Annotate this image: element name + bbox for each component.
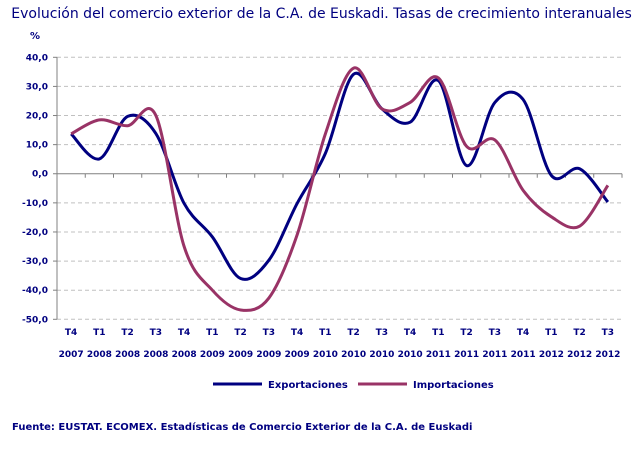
x-tick-label-year: 2010 [398,350,423,360]
x-tick-label-year: 2009 [256,350,281,360]
x-tick-label: T4 [178,328,190,338]
legend-label: Exportaciones [268,380,348,391]
x-tick-label: T4 [404,328,416,338]
x-tick-label-year: 2012 [539,350,564,360]
x-tick-label-year: 2008 [115,350,140,360]
x-tick-label-year: 2010 [341,350,366,360]
x-tick-label: T3 [489,328,501,338]
x-tick-label-year: 2008 [172,350,197,360]
x-tick-label: T2 [121,328,133,338]
x-tick-label: T1 [206,328,218,338]
x-tick-label-year: 2011 [511,350,536,360]
y-tick-label: 20,0 [26,112,48,122]
x-tick-label: T2 [460,328,472,338]
y-tick-label: 10,0 [26,141,48,151]
y-tick-label: -20,0 [22,228,48,238]
x-tick-label: T3 [376,328,388,338]
x-tick-label: T1 [432,328,444,338]
x-tick-label-year: 2009 [228,350,253,360]
x-tick-label: T2 [347,328,359,338]
x-tick-label-year: 2009 [200,350,225,360]
x-tick-label: T3 [150,328,162,338]
x-tick-label: T2 [234,328,246,338]
y-tick-label: -30,0 [22,257,48,267]
x-tick-label-year: 2012 [595,350,620,360]
x-tick-label-year: 2011 [426,350,451,360]
x-tick-label-year: 2011 [454,350,479,360]
y-tick-label: -50,0 [22,315,48,325]
x-tick-label-year: 2008 [87,350,112,360]
x-tick-label: T1 [545,328,557,338]
x-tick-label: T1 [93,328,105,338]
x-tick-label: T1 [319,328,331,338]
x-tick-label-year: 2007 [59,350,84,360]
x-tick-label-year: 2011 [482,350,507,360]
x-tick-label-year: 2008 [143,350,168,360]
x-tick-label: T3 [602,328,614,338]
legend-label: Importaciones [413,380,494,391]
y-tick-label: -40,0 [22,286,48,296]
x-tick-label-year: 2010 [313,350,338,360]
y-tick-label: 0,0 [32,170,48,180]
x-tick-label: T2 [573,328,585,338]
series-line-importaciones [70,66,610,312]
y-axis-unit: % [30,31,41,42]
y-tick-label: 30,0 [26,82,48,92]
x-tick-label: T3 [263,328,275,338]
x-tick-label: T4 [65,328,77,338]
x-tick-label: T4 [517,328,529,338]
x-tick-label: T4 [291,328,303,338]
y-tick-label: -10,0 [22,199,48,209]
source-note: Fuente: EUSTAT. ECOMEX. Estadísticas de … [12,422,473,433]
x-tick-label-year: 2009 [285,350,310,360]
x-tick-label-year: 2012 [567,350,592,360]
x-tick-label-year: 2010 [369,350,394,360]
chart-title: Evolución del comercio exterior de la C.… [11,6,632,22]
y-tick-label: 40,0 [26,53,48,63]
